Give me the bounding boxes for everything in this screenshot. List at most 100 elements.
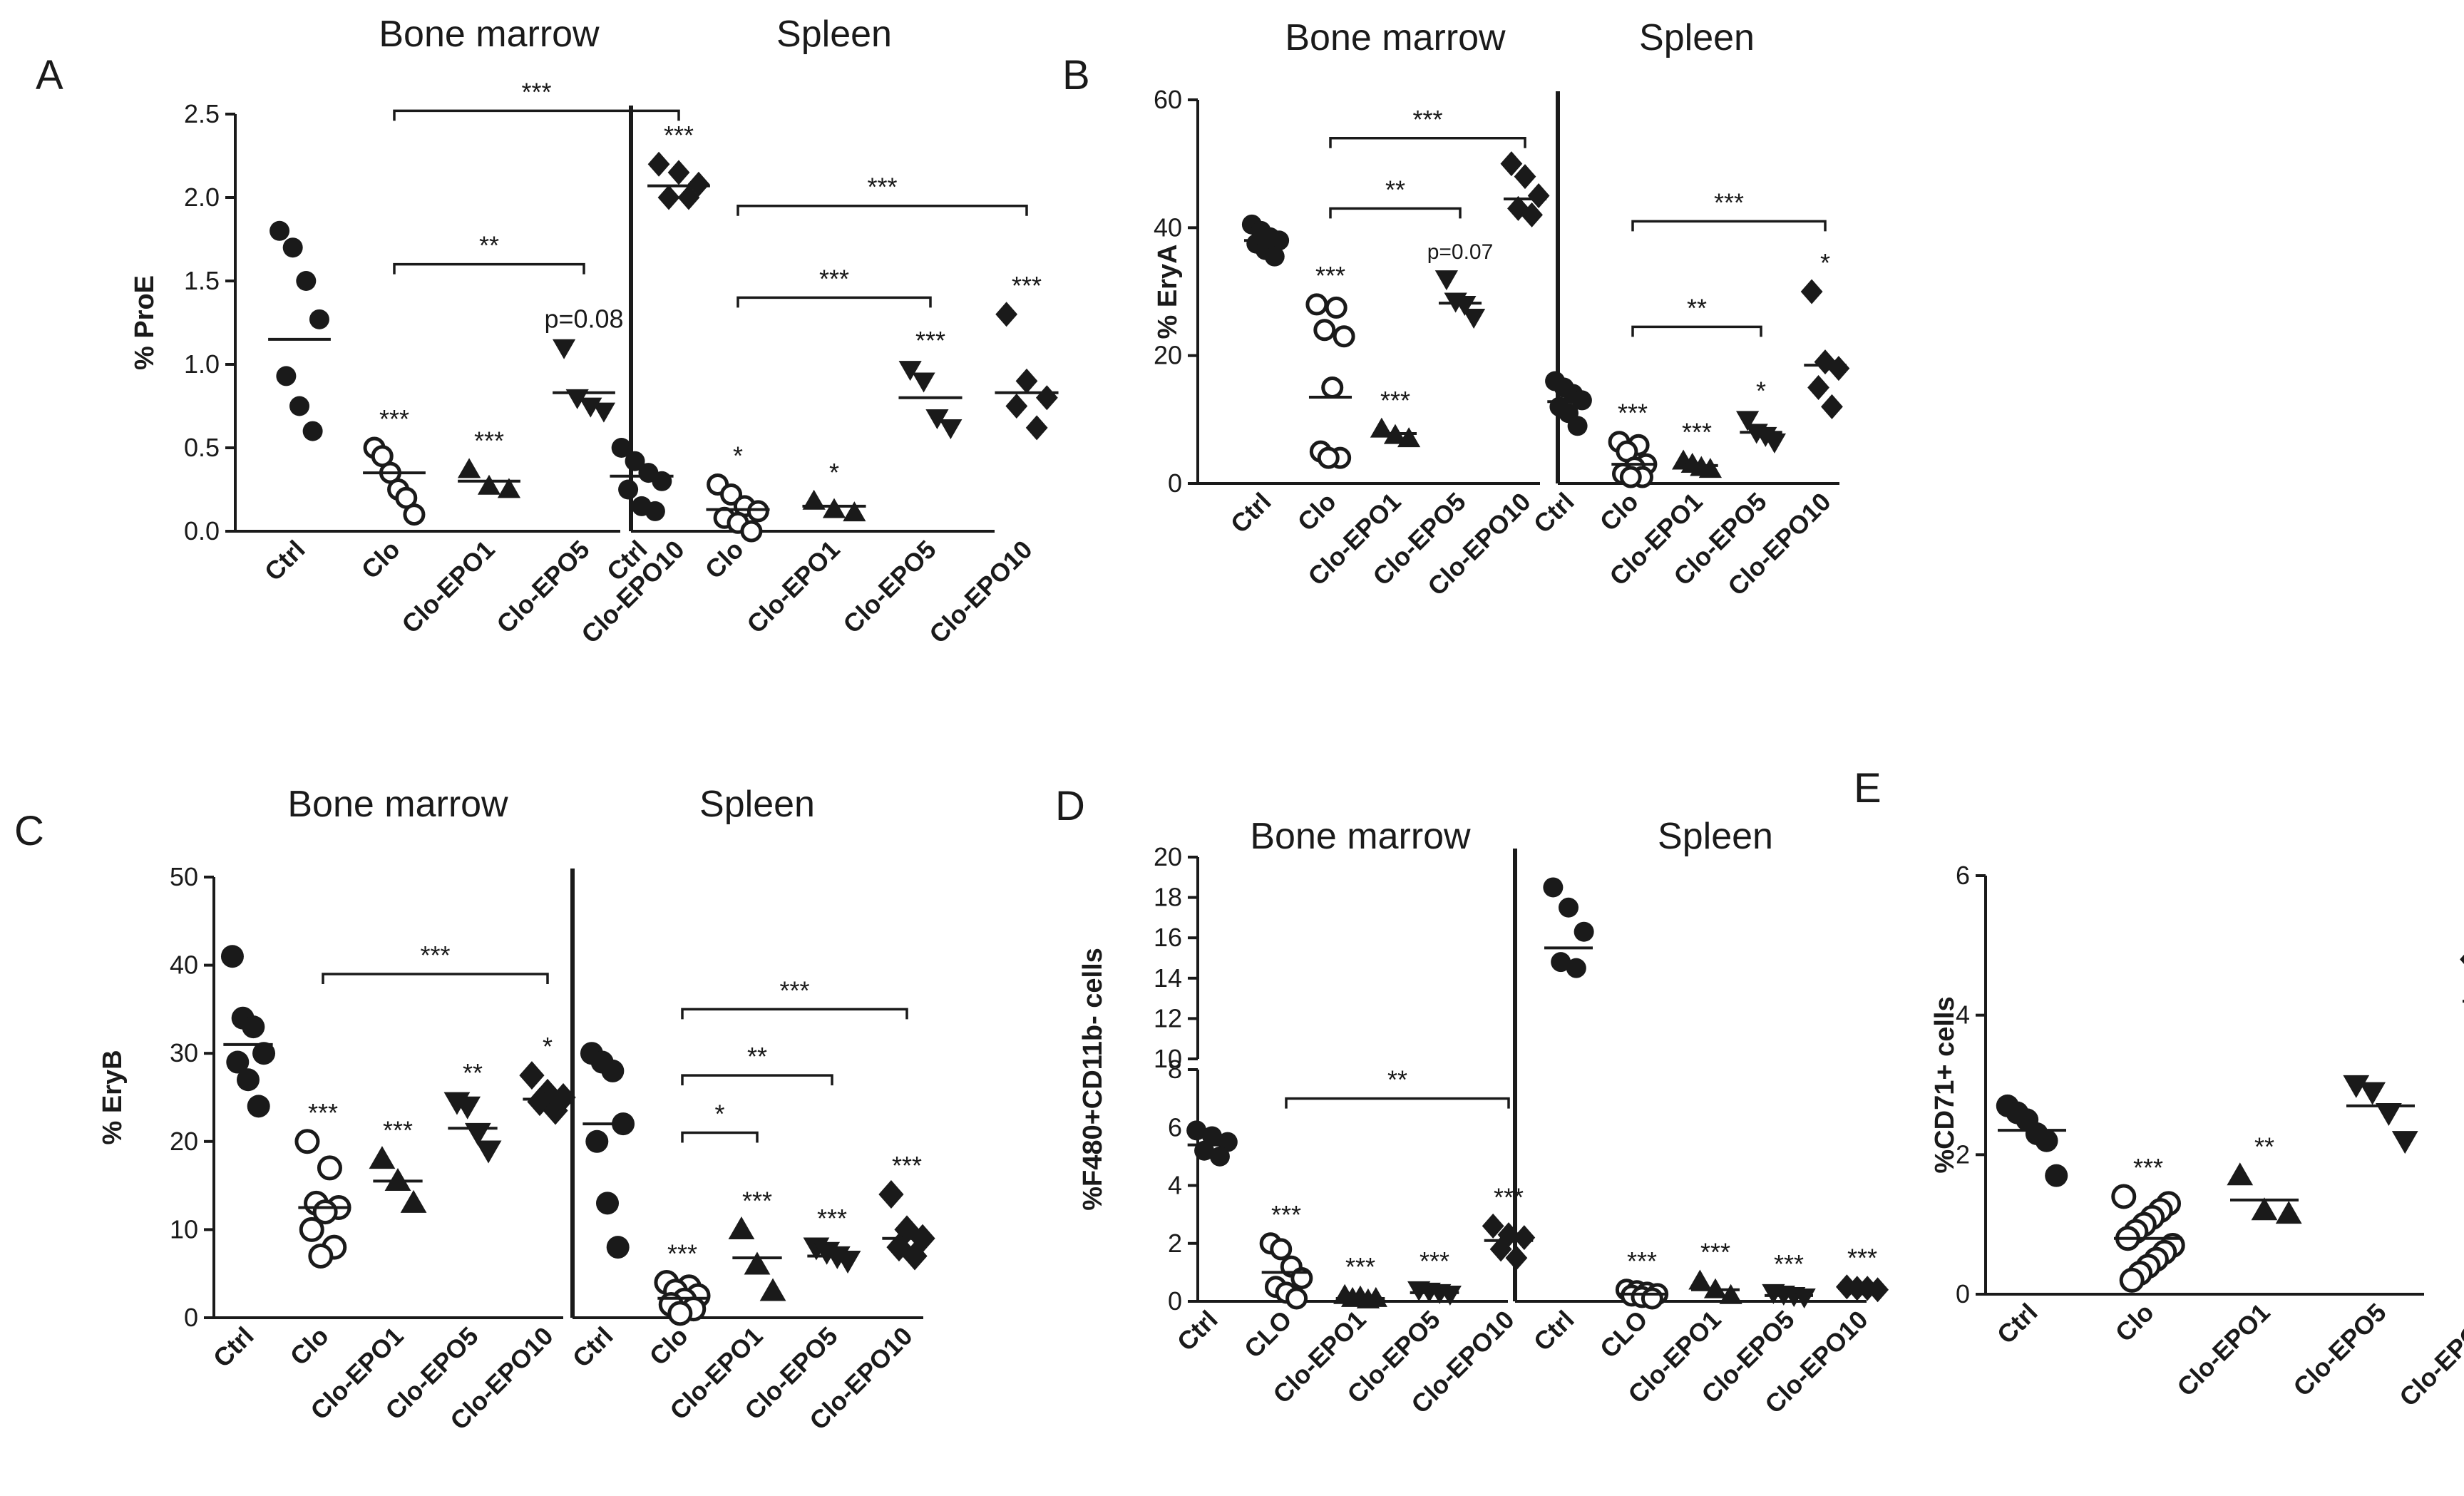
series-clo — [706, 473, 770, 543]
y-tick-label: 8 — [1168, 1055, 1182, 1084]
data-point — [1814, 349, 1837, 375]
series-clo-epo10 — [878, 1179, 935, 1271]
data-point — [894, 1215, 920, 1244]
data-point — [667, 160, 690, 185]
data-point — [652, 471, 672, 491]
significance-label: *** — [892, 1151, 922, 1180]
data-point — [1462, 308, 1486, 329]
data-point — [746, 500, 769, 523]
data-point — [1719, 1284, 1742, 1304]
data-point — [497, 478, 521, 498]
data-point — [1340, 1286, 1365, 1307]
significance-bracket: *** — [393, 77, 680, 121]
data-point — [1567, 416, 1588, 436]
data-point — [647, 151, 670, 177]
series-clo — [1615, 1279, 1669, 1310]
data-point — [302, 421, 323, 441]
data-point — [1482, 1213, 1504, 1239]
panel-label: D — [1055, 783, 1085, 829]
data-point — [1313, 319, 1336, 342]
significance-label: p=0.07 — [1427, 240, 1494, 264]
group-title: Bone marrow — [1250, 816, 1471, 857]
data-point — [601, 1059, 625, 1082]
data-point — [276, 366, 297, 386]
data-point — [1867, 1277, 1889, 1303]
significance-label: ** — [2254, 1132, 2274, 1162]
series-clo — [294, 1129, 351, 1269]
series-clo-epo5 — [1434, 270, 1486, 329]
series-clo-epo1 — [369, 1146, 427, 1213]
data-point — [1514, 164, 1536, 190]
data-point — [677, 185, 700, 210]
series-clo — [1259, 1232, 1313, 1310]
x-tick-label: Clo — [1292, 487, 1342, 537]
panel-a: A 0.0 0.5 1.0 1.5 2.0 2.5 % ProE Bone marrow Ctrl… — [36, 14, 1059, 649]
data-point — [454, 1096, 481, 1120]
data-point — [552, 339, 576, 359]
data-point — [384, 1168, 411, 1192]
data-point — [1025, 415, 1048, 441]
data-point — [592, 402, 616, 423]
series-ctrl — [1545, 371, 1592, 436]
x-tick-label: Clo — [699, 535, 749, 585]
data-point — [2251, 1197, 2278, 1221]
bracket-label: ** — [747, 1042, 767, 1071]
data-point — [1521, 202, 1543, 227]
significance-label: *** — [1494, 1182, 1524, 1211]
y-tick-label: 2.0 — [184, 183, 220, 212]
significance-label: *** — [1271, 1200, 1301, 1229]
x-tick-label: Clo — [2110, 1298, 2160, 1348]
x-tick-label: CLO — [1594, 1305, 1653, 1364]
x-tick-label: Ctrl — [207, 1321, 260, 1373]
y-axis-label: % EryA — [1153, 244, 1183, 339]
x-tick-label: Ctrl — [567, 1321, 619, 1373]
bracket-label: ** — [1687, 293, 1707, 322]
data-point — [403, 503, 426, 526]
significance-bracket: *** — [681, 975, 908, 1020]
data-point — [1827, 356, 1850, 381]
bracket-label: *** — [819, 264, 849, 293]
data-point — [475, 1140, 502, 1164]
x-tick-label: Ctrl — [1528, 1305, 1580, 1357]
data-point — [237, 1068, 260, 1092]
series-clo-epo5 — [443, 1092, 502, 1164]
data-point — [242, 1015, 265, 1039]
series-clo-epo5 — [1407, 1281, 1462, 1306]
bracket-label: ** — [1385, 175, 1405, 204]
significance-bracket: *** — [1329, 105, 1526, 148]
significance-label: *** — [2133, 1153, 2163, 1182]
group-title: Spleen — [776, 14, 892, 55]
group-title: Bone marrow — [287, 784, 508, 825]
y-tick-label: 0 — [1168, 468, 1182, 498]
data-point — [606, 1236, 630, 1259]
data-point — [2359, 1082, 2386, 1105]
significance-label: *** — [667, 1239, 697, 1269]
series-ctrl — [1543, 877, 1594, 978]
series-ctrl — [610, 438, 674, 521]
series-clo-epo5 — [1762, 1284, 1816, 1309]
data-point — [1333, 325, 1355, 348]
data-point — [2460, 954, 2464, 965]
significance-label: *** — [1618, 399, 1648, 428]
data-point — [457, 458, 481, 478]
y-tick-label: 20 — [170, 1127, 198, 1156]
group-title: Bone marrow — [1285, 17, 1506, 58]
data-point — [802, 489, 826, 510]
x-tick-label: Clo-EPO1 — [396, 535, 500, 639]
bracket-label: *** — [1412, 105, 1442, 134]
group-title: Spleen — [699, 784, 815, 825]
data-point — [759, 1278, 786, 1301]
panel-label: E — [1854, 765, 1882, 811]
group-title: Spleen — [1639, 17, 1755, 58]
y-axis-label: %F480+CD11b- cells — [1078, 948, 1108, 1211]
x-tick-label: Clo-EPO10 — [2393, 1298, 2464, 1413]
data-point — [1698, 458, 1722, 478]
series-ctrl — [580, 1042, 635, 1259]
y-tick-label: 0 — [1168, 1286, 1182, 1316]
y-tick-label: 4 — [1168, 1171, 1182, 1200]
data-point — [289, 396, 309, 416]
data-point — [1551, 952, 1571, 973]
series-clo-epo10 — [1500, 151, 1550, 227]
bracket-label: *** — [779, 975, 809, 1005]
bracket-label: ** — [479, 231, 499, 260]
